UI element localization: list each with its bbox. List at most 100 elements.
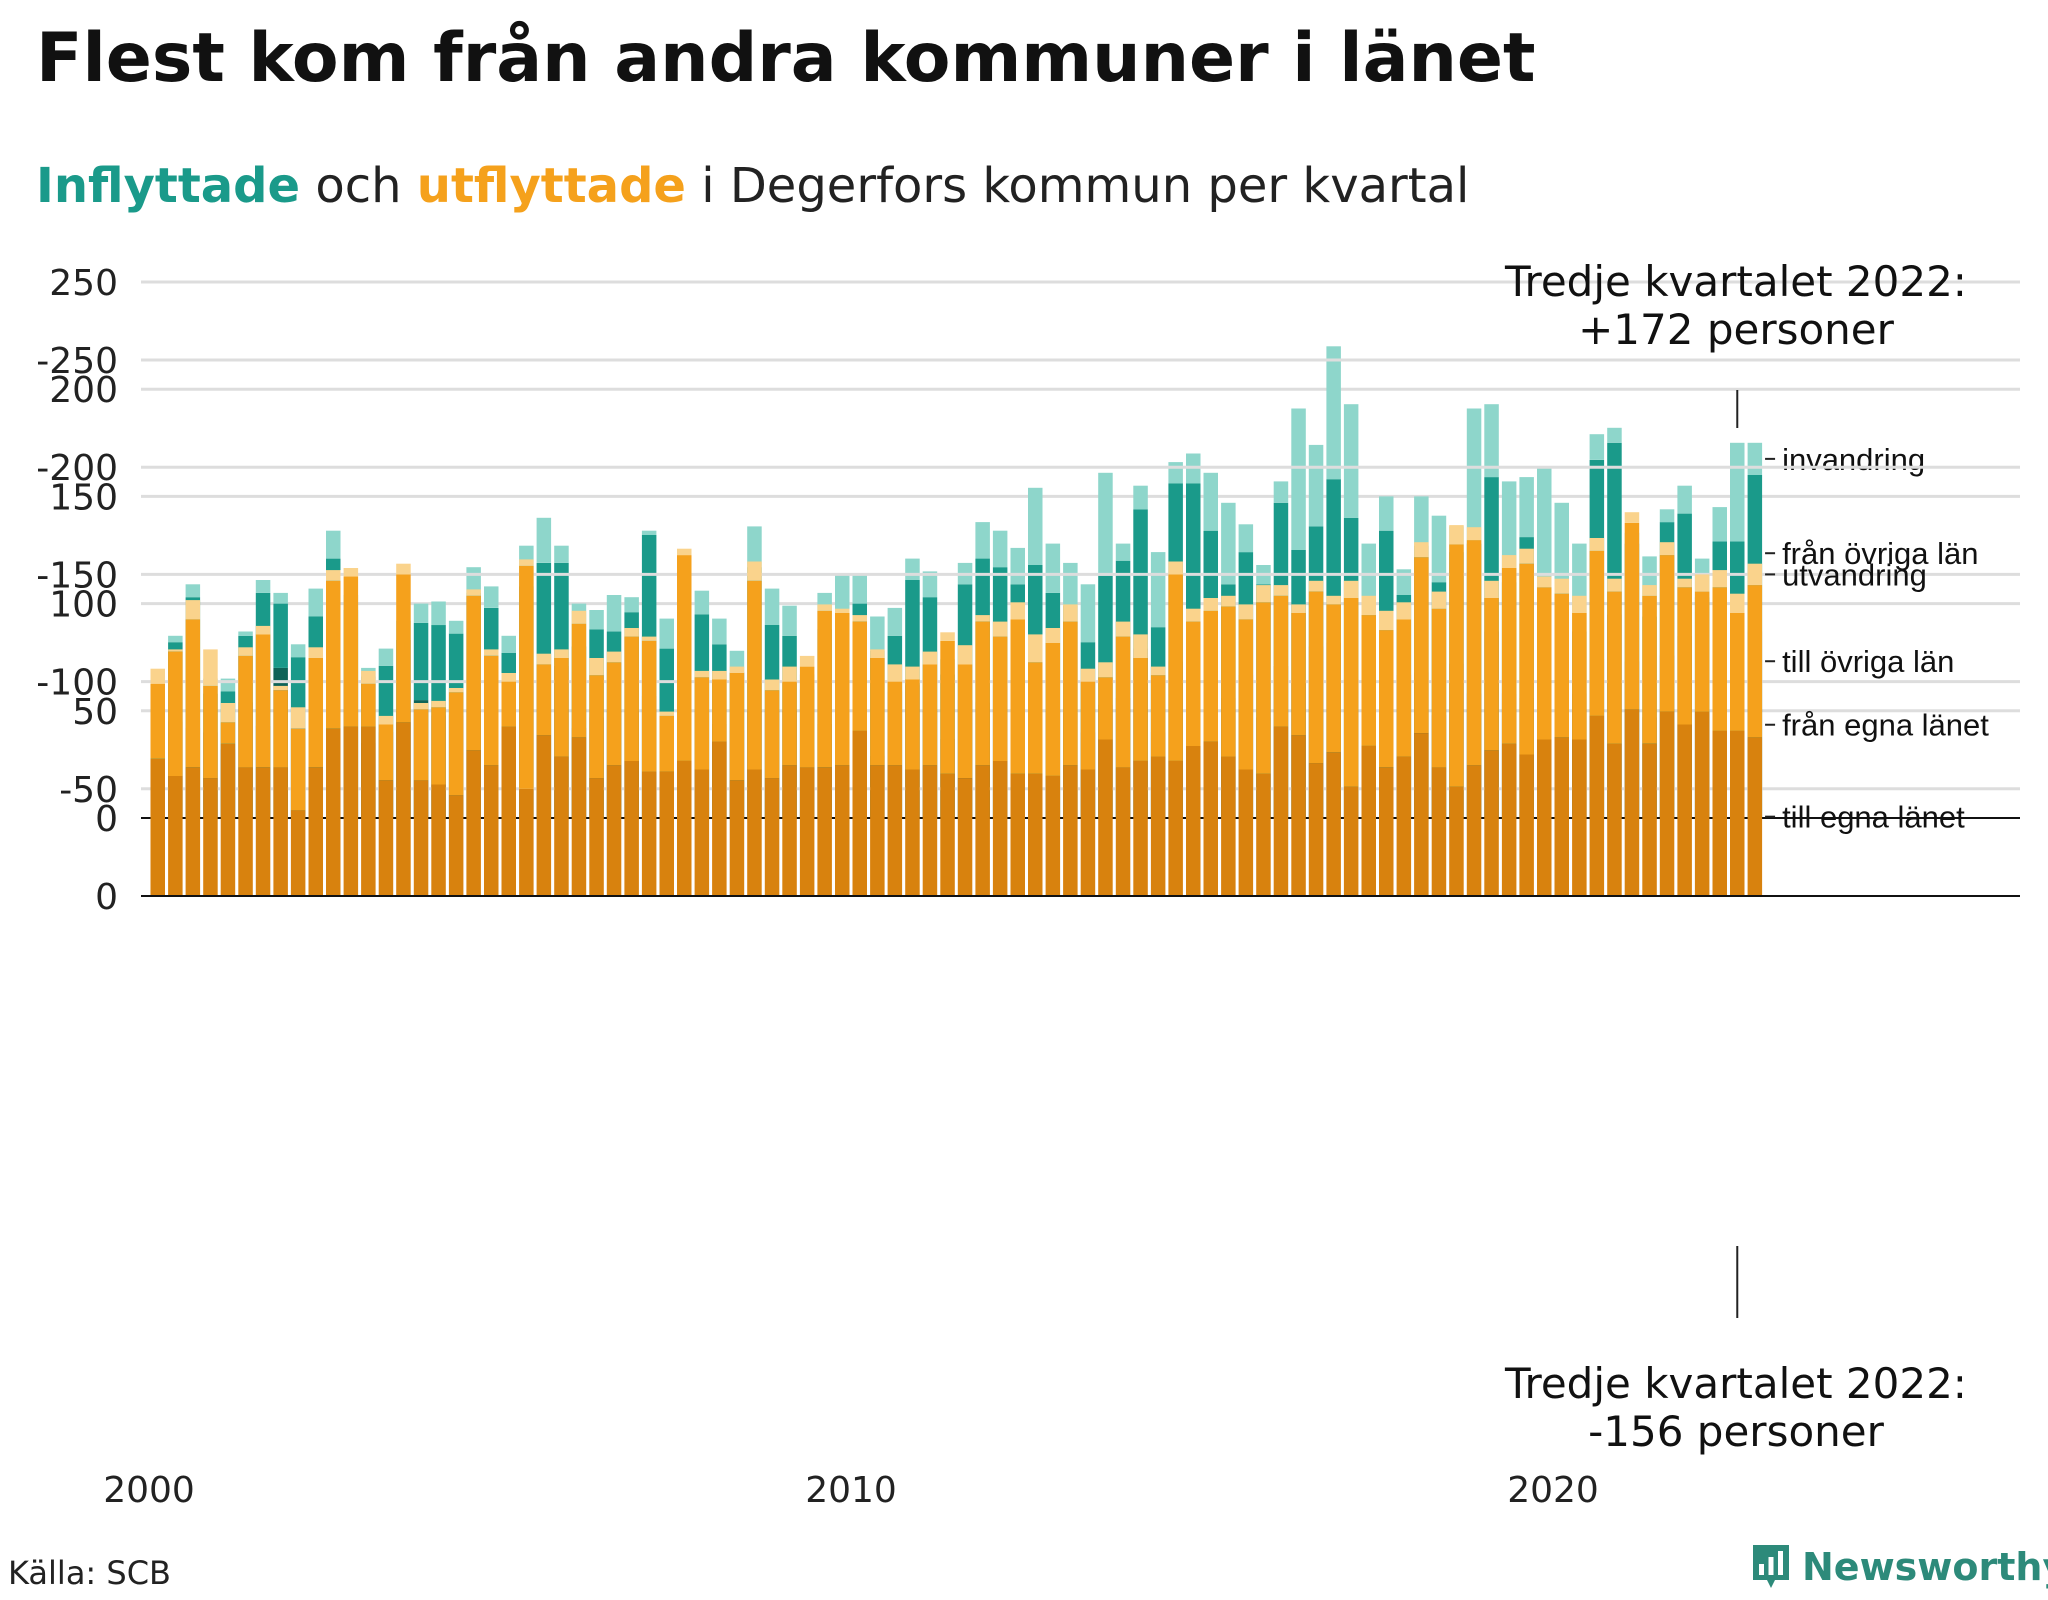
bar-till-egna-länet bbox=[992, 760, 1008, 896]
bar-utvandring bbox=[343, 568, 359, 577]
bar-utvandring bbox=[1484, 580, 1499, 598]
bar-utvandring bbox=[536, 653, 552, 665]
bar-invandring bbox=[624, 597, 639, 613]
bar-till-egna-länet bbox=[1396, 756, 1412, 896]
bar-till-övriga-län bbox=[606, 662, 622, 766]
bar-invandring bbox=[168, 635, 183, 643]
series-label: från övriga län bbox=[1782, 536, 1978, 571]
bar-invandring bbox=[1080, 584, 1096, 643]
bar-från-övriga-län bbox=[659, 648, 674, 728]
bar-till-övriga-län bbox=[1221, 606, 1236, 757]
bar-till-övriga-län bbox=[887, 681, 903, 766]
bar-till-övriga-län bbox=[1642, 595, 1657, 744]
bar-utvandring bbox=[1449, 525, 1464, 545]
bar-till-övriga-län bbox=[677, 555, 692, 761]
bar-till-övriga-län bbox=[1186, 621, 1201, 746]
bar-invandring bbox=[1747, 442, 1763, 475]
bar-till-övriga-län bbox=[150, 683, 165, 759]
bar-till-övriga-län bbox=[1730, 613, 1745, 731]
bar-till-övriga-län bbox=[1537, 587, 1552, 740]
bar-invandring bbox=[1712, 507, 1727, 542]
bar-invandring bbox=[1379, 496, 1394, 531]
bar-utvandring bbox=[1624, 512, 1640, 523]
source-note: Källa: SCB bbox=[8, 1554, 171, 1592]
bar-invandring bbox=[1221, 502, 1236, 585]
bar-till-övriga-län bbox=[641, 640, 657, 772]
bar-till-övriga-län bbox=[238, 655, 253, 768]
bar-till-övriga-län bbox=[1010, 619, 1025, 774]
bar-till-egna-länet bbox=[1291, 735, 1306, 896]
bar-till-egna-länet bbox=[1659, 711, 1675, 896]
bar-till-övriga-län bbox=[326, 580, 341, 729]
bar-från-övriga-län bbox=[1133, 509, 1148, 649]
bar-invandring bbox=[712, 618, 727, 645]
bar-till-egna-länet bbox=[659, 771, 674, 896]
bar-utvandring bbox=[1168, 561, 1183, 575]
bar-till-egna-länet bbox=[747, 769, 762, 896]
bar-till-egna-länet bbox=[852, 730, 867, 896]
bar-till-egna-länet bbox=[308, 767, 323, 896]
bar-till-egna-länet bbox=[887, 765, 903, 896]
bar-invandring bbox=[764, 588, 780, 625]
bar-utvandring bbox=[922, 651, 938, 665]
bar-från-övriga-län bbox=[1607, 442, 1622, 615]
bar-till-egna-länet bbox=[378, 780, 394, 896]
bar-till-egna-länet bbox=[905, 769, 920, 896]
bar-utvandring bbox=[168, 649, 183, 652]
bar-till-övriga-län bbox=[729, 673, 745, 781]
bar-till-egna-länet bbox=[957, 778, 973, 896]
bar-till-egna-länet bbox=[1677, 724, 1692, 896]
bar-invandring bbox=[1098, 472, 1113, 576]
bar-invandring bbox=[1168, 462, 1183, 484]
bar-till-övriga-län bbox=[975, 621, 990, 766]
bar-utvandring bbox=[1572, 595, 1587, 613]
series-label: till egna länet bbox=[1782, 800, 1965, 835]
bar-utvandring bbox=[203, 649, 218, 686]
bar-till-egna-länet bbox=[1010, 773, 1025, 896]
bar-invandring bbox=[1150, 552, 1166, 628]
chart-title: Flest kom från andra kommuner i länet bbox=[36, 19, 1536, 98]
bar-invandring bbox=[1291, 408, 1306, 550]
bar-utvandring bbox=[1256, 585, 1271, 603]
bar-till-egna-länet bbox=[1168, 760, 1183, 896]
bar-utvandring bbox=[1589, 538, 1605, 551]
bar-till-övriga-län bbox=[1379, 630, 1394, 768]
bar-invandring bbox=[589, 610, 604, 630]
bar-utvandring bbox=[571, 610, 587, 624]
bar-utvandring bbox=[1203, 598, 1218, 611]
bar-utvandring bbox=[729, 666, 745, 673]
bar-invandring bbox=[326, 530, 341, 559]
bar-till-övriga-län bbox=[1501, 568, 1517, 744]
bar-till-egna-länet bbox=[1501, 743, 1517, 896]
series-label: till övriga län bbox=[1782, 644, 1954, 679]
bar-till-egna-länet bbox=[764, 778, 780, 896]
series-label: utvandring bbox=[1782, 557, 1927, 592]
annotation-bottom-line1: Tredje kvartalet 2022: bbox=[1504, 1359, 1967, 1408]
bar-invandring bbox=[1133, 485, 1148, 510]
bar-utvandring bbox=[308, 647, 323, 658]
bar-utvandring bbox=[1659, 542, 1675, 556]
bar-invandring bbox=[1466, 408, 1482, 544]
bar-invandring bbox=[887, 607, 903, 636]
bar-invandring bbox=[273, 592, 288, 604]
bar-till-övriga-län bbox=[343, 576, 359, 727]
bar-till-övriga-län bbox=[1238, 619, 1254, 770]
bar-till-egna-länet bbox=[326, 728, 341, 896]
bar-till-egna-länet bbox=[1379, 767, 1394, 896]
bar-till-övriga-län bbox=[1028, 662, 1043, 774]
bar-utvandring bbox=[501, 673, 516, 682]
bar-till-egna-länet bbox=[413, 780, 429, 896]
bar-invandring bbox=[1677, 485, 1692, 514]
bar-invandring bbox=[694, 590, 710, 615]
bar-invandring bbox=[554, 545, 569, 563]
bar-invandring bbox=[1484, 404, 1499, 478]
bar-till-egna-länet bbox=[1694, 711, 1710, 896]
bar-till-egna-länet bbox=[1308, 763, 1324, 896]
bar-till-övriga-län bbox=[694, 677, 710, 770]
bar-utvandring bbox=[887, 664, 903, 682]
bar-invandring bbox=[1537, 468, 1552, 591]
bar-utvandring bbox=[799, 655, 815, 667]
bar-till-övriga-län bbox=[1659, 555, 1675, 712]
bar-till-övriga-län bbox=[168, 651, 183, 776]
bar-till-övriga-län bbox=[747, 580, 762, 770]
